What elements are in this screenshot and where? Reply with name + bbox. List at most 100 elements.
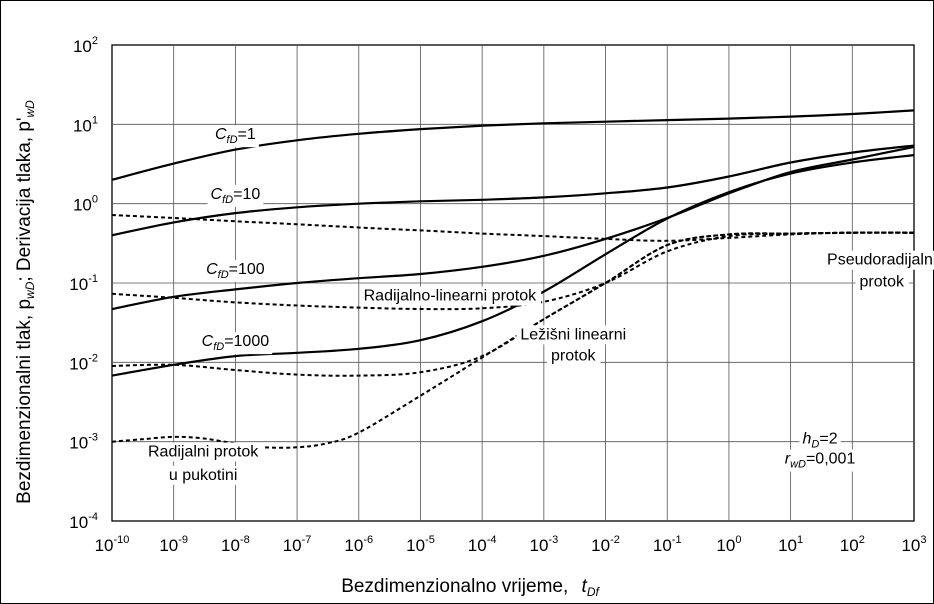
tick-base: 10 [159,536,178,555]
label-background [823,250,934,270]
x-tick-label: 10-2 [591,534,620,555]
x-tick-label: 10-1 [653,534,682,555]
tick-exponent: -4 [88,511,98,523]
pressure-curve [111,109,915,181]
x-tick-label: 10-6 [344,534,373,555]
region-label: Radijalni protok [148,444,259,461]
x-tick-label: 10-9 [159,534,188,555]
tick-exponent: -5 [425,534,435,546]
label-symbol: C [206,261,218,278]
tick-base: 10 [653,536,672,555]
label-value: =1 [238,126,256,143]
label-symbol: C [215,126,227,143]
tick-base: 10 [69,434,88,453]
label-background [211,125,259,148]
tick-base: 10 [73,196,92,215]
label-value: =1000 [224,333,269,350]
curve-label: CfD=1 [215,126,256,146]
label-background [207,184,264,207]
tick-base: 10 [778,536,797,555]
y-tick-label: 101 [73,114,98,135]
label-subscript: D [811,438,819,450]
label-symbol: C [211,186,223,203]
tick-exponent: -3 [88,432,98,444]
tick-base: 10 [73,37,92,56]
tick-base: 10 [69,354,88,373]
tick-base: 10 [468,536,487,555]
y-axis-title: Bezdimenzionalni tlak, pwD; Derivacija t… [14,100,37,504]
label-background [547,346,601,366]
y-axis-subscript-2: wD [23,100,37,118]
y-tick-label: 10-4 [69,511,98,532]
curve-label: CfD=100 [206,261,265,281]
curve-label: CfD=10 [211,186,261,206]
label-background [203,259,268,282]
tick-base: 10 [716,536,735,555]
label-subscript: wD [790,459,806,471]
x-tick-label: 10-10 [95,534,130,555]
region-label: protok [860,274,905,291]
label-value: =0,001 [806,451,855,468]
label-value: =100 [229,261,265,278]
x-axis-subscript: Df [587,585,601,599]
tick-base: 10 [840,536,859,555]
tick-base: 10 [344,536,363,555]
tick-exponent: -1 [88,273,98,285]
tick-base: 10 [69,513,88,532]
tick-exponent: 2 [92,35,98,47]
curve-label: hD=2 [802,430,837,450]
derivative-curve [111,231,915,449]
tick-base: 10 [221,536,240,555]
label-background [855,272,909,292]
region-label: Ležišni linearni [520,326,626,343]
tick-exponent: -9 [178,534,188,546]
tick-base: 10 [529,536,548,555]
derivative-curve [111,214,915,242]
y-tick-label: 10-2 [69,352,98,373]
x-axis-label: Bezdimenzionalno vrijeme, [341,576,568,597]
label-background [198,332,273,355]
y-axis-subscript-1: wD [23,281,37,299]
tick-exponent: -1 [672,534,682,546]
x-tick-label: 10-4 [468,534,497,555]
tick-exponent: -7 [302,534,312,546]
label-subscript: fD [218,269,229,281]
tick-exponent: 0 [735,534,741,546]
region-label: protok [551,348,596,365]
tick-exponent: -4 [487,534,497,546]
tick-base: 10 [591,536,610,555]
x-tick-labels: 10-10 10-9 10-8 10-7 10-6 10-5 10-4 10-3 10-2 10-… [95,534,927,555]
region-label: u pukotini [169,467,238,484]
pressure-curve [111,145,915,311]
pressure-curve [111,144,915,237]
y-tick-label: 10-1 [69,273,98,294]
tick-exponent: -6 [363,534,373,546]
tick-base: 10 [95,536,114,555]
x-tick-label: 100 [716,534,741,555]
label-background [359,286,542,306]
label-background [164,465,242,485]
x-axis-title: Bezdimenzionalno vrijeme, tDf [341,576,600,599]
label-subscript: fD [222,194,233,206]
tick-exponent: 1 [92,114,98,126]
x-tick-label: 101 [778,534,803,555]
label-symbol: r [785,451,791,468]
tick-base: 10 [283,536,302,555]
x-axis-symbol: t [582,576,588,597]
label-background [799,429,841,452]
tick-exponent: 1 [797,534,803,546]
label-symbol: C [202,333,214,350]
tick-base: 10 [73,116,92,135]
x-tick-label: 10-8 [221,534,250,555]
x-tick-label: 102 [840,534,865,555]
tick-exponent: 0 [92,194,98,206]
y-tick-label: 102 [73,35,98,56]
label-symbol: h [802,430,811,447]
annotations: CfD=1CfD=10CfD=100CfD=1000Radijalno-line… [143,125,934,485]
x-tick-label: 10-5 [406,534,435,555]
tick-exponent: 2 [859,534,865,546]
label-background [781,449,859,472]
tick-exponent: -2 [610,534,620,546]
